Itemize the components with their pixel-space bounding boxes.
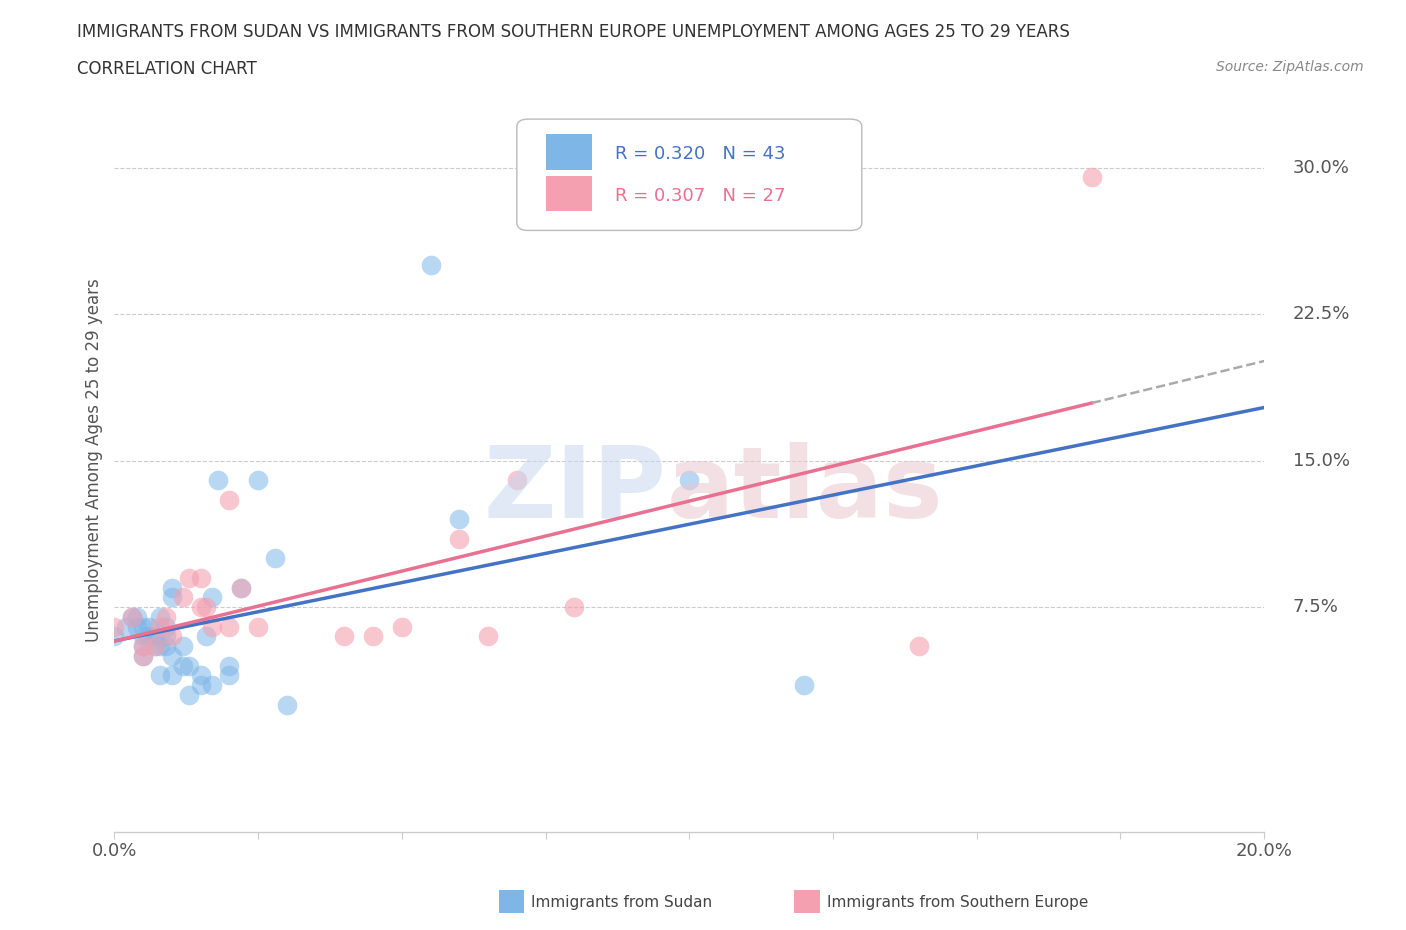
Point [155,609,177,624]
Point [138,629,160,644]
FancyBboxPatch shape [517,119,862,231]
Point [195,600,218,615]
Point [160,580,183,595]
Point [103,619,125,634]
Text: Immigrants from Southern Europe: Immigrants from Southern Europe [827,895,1088,910]
Point [361,629,384,644]
Point [127,619,149,634]
Point [179,658,201,673]
Point [155,619,177,634]
Text: IMMIGRANTS FROM SUDAN VS IMMIGRANTS FROM SOUTHERN EUROPE UNEMPLOYMENT AMONG AGES: IMMIGRANTS FROM SUDAN VS IMMIGRANTS FROM… [77,23,1070,41]
Point [149,619,172,634]
Point [195,629,218,644]
Text: 20.0%: 20.0% [1236,842,1292,859]
Point [132,639,155,654]
Text: R = 0.307   N = 27: R = 0.307 N = 27 [614,187,785,205]
Point [333,629,356,644]
Point [138,619,160,634]
Point [103,629,125,644]
Y-axis label: Unemployment Among Ages 25 to 29 years: Unemployment Among Ages 25 to 29 years [86,279,103,643]
Text: 22.5%: 22.5% [1294,305,1350,323]
Point [449,531,471,546]
Point [149,639,172,654]
Point [155,639,177,654]
Point [477,629,499,644]
Point [678,472,700,487]
Point [247,472,270,487]
Point [229,580,252,595]
Point [218,492,240,507]
Point [419,258,441,272]
Point [149,609,172,624]
Text: Immigrants from Sudan: Immigrants from Sudan [531,895,713,910]
Point [143,639,166,654]
Point [115,619,138,634]
Point [391,619,413,634]
Point [160,629,183,644]
Point [276,698,298,712]
Point [218,668,240,683]
Point [172,639,194,654]
Point [1080,170,1102,185]
Point [160,668,183,683]
Text: 7.5%: 7.5% [1294,598,1339,616]
Point [218,619,240,634]
Point [229,580,252,595]
Point [132,619,155,634]
Text: 30.0%: 30.0% [1294,158,1350,177]
Text: atlas: atlas [666,442,943,538]
Point [247,619,270,634]
Point [160,590,183,604]
Point [908,639,931,654]
Point [132,639,155,654]
Point [172,590,194,604]
Point [149,668,172,683]
Point [793,678,815,693]
Text: Source: ZipAtlas.com: Source: ZipAtlas.com [1216,60,1364,74]
Point [121,609,143,624]
Point [179,570,201,585]
Point [155,629,177,644]
Bar [546,176,592,211]
Point [132,629,155,644]
Point [172,658,194,673]
Point [190,570,212,585]
Point [160,648,183,663]
Point [201,619,224,634]
Point [127,609,149,624]
Point [143,629,166,644]
Point [143,639,166,654]
Bar [546,134,592,170]
Text: R = 0.320   N = 43: R = 0.320 N = 43 [614,144,785,163]
Point [449,512,471,526]
Text: ZIP: ZIP [484,442,666,538]
Point [121,609,143,624]
Point [201,678,224,693]
Point [179,687,201,702]
Point [132,648,155,663]
Point [190,668,212,683]
Point [506,472,529,487]
Text: 0.0%: 0.0% [91,842,138,859]
Text: 15.0%: 15.0% [1294,452,1350,470]
Point [132,648,155,663]
Point [190,600,212,615]
Point [207,472,229,487]
Point [264,551,287,565]
Text: CORRELATION CHART: CORRELATION CHART [77,60,257,78]
Point [562,600,585,615]
Point [218,658,240,673]
Point [201,590,224,604]
Point [190,678,212,693]
